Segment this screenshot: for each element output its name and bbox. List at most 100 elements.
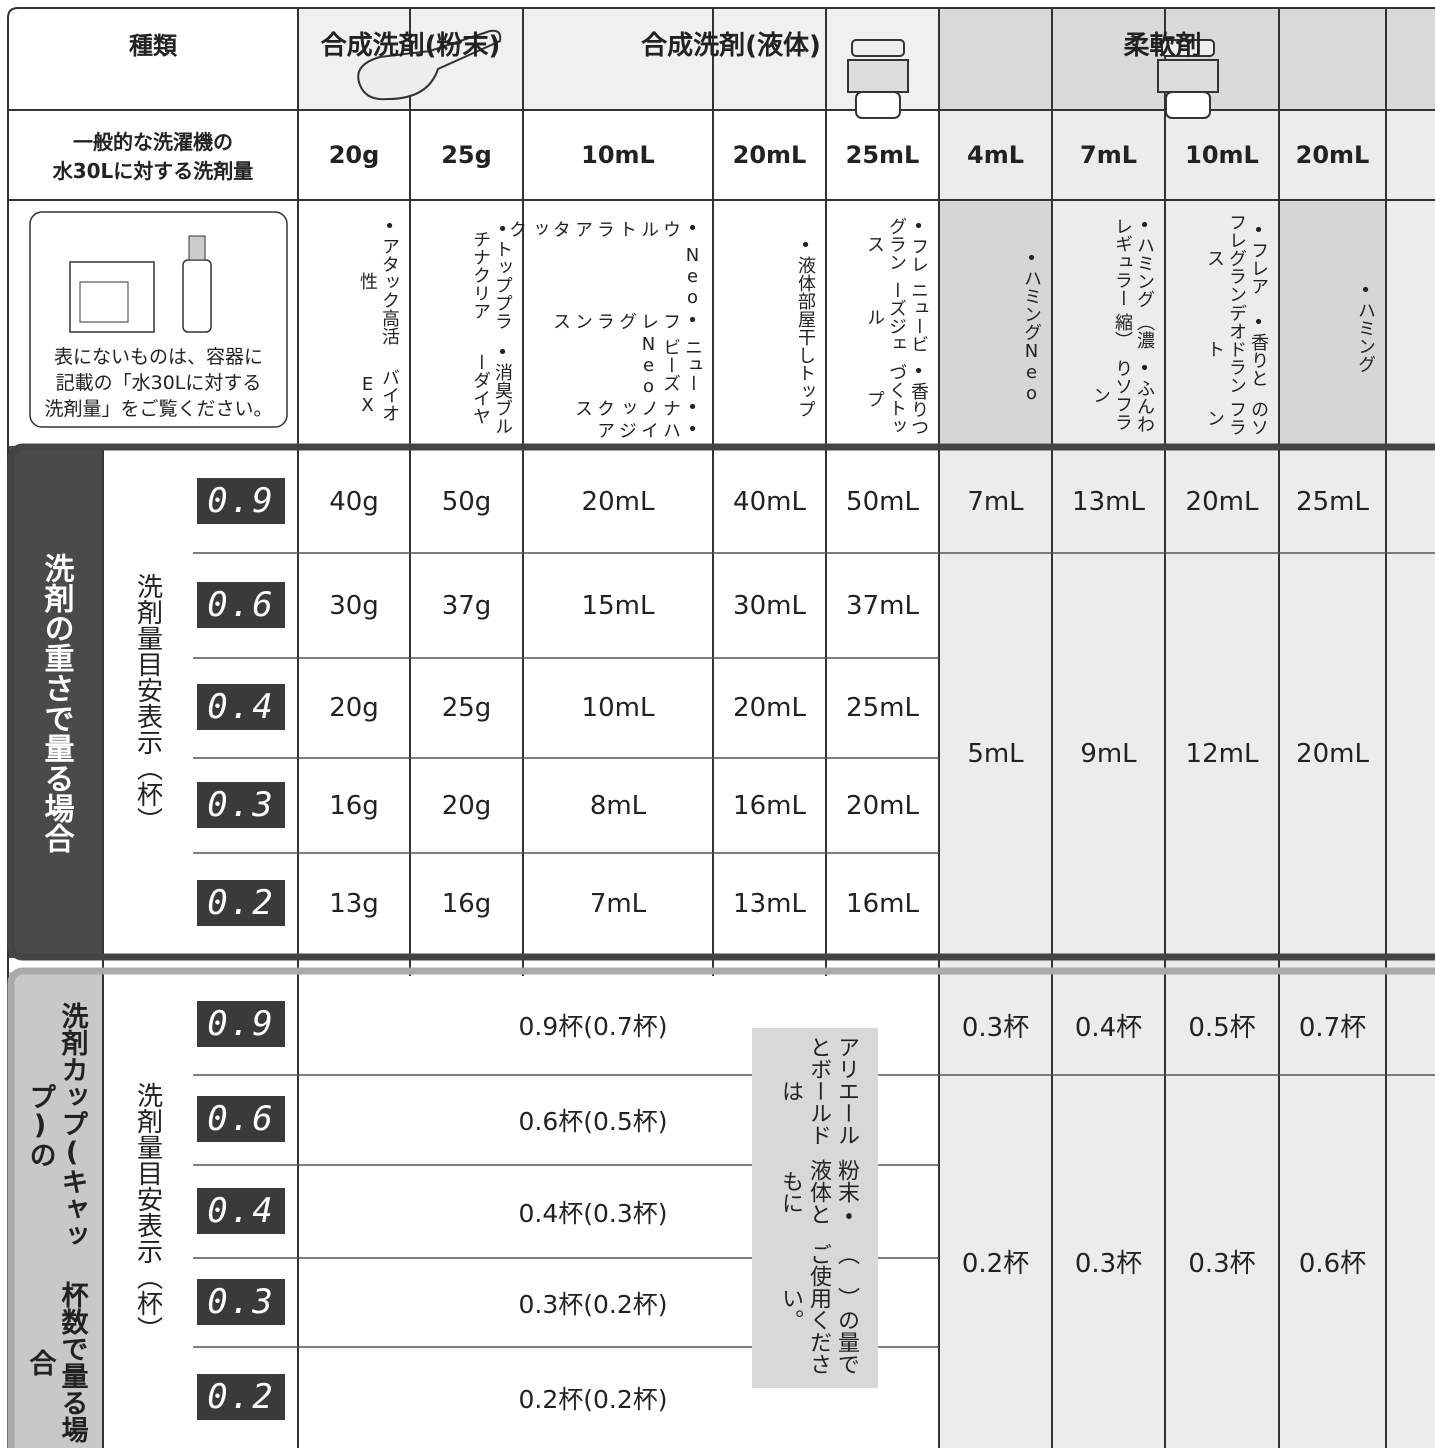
amount: 50g [441, 486, 492, 517]
amount: 16mL [846, 889, 919, 919]
amount: 20mL [732, 141, 807, 169]
amount: 16mL [733, 790, 806, 821]
display-icon: 0.4 [197, 684, 285, 730]
cup-icon [1165, 91, 1211, 119]
cup-icon [851, 39, 905, 57]
product-names: •ハミング [1279, 212, 1386, 440]
cup-label-bg [8, 972, 103, 1448]
text-line: ニュービーズNeo [638, 333, 703, 397]
amount: 40g [329, 486, 379, 517]
amount: 10mL [581, 693, 655, 723]
bottle-cap [188, 235, 206, 261]
display-icon: 0.2 [197, 880, 285, 926]
amount: 20g [328, 141, 380, 169]
product-names: •トッププラチナクリア •消臭ブルーダイヤ [410, 212, 523, 440]
amount: 10mL [1185, 141, 1259, 169]
display-icon: 0.9 [197, 1001, 285, 1047]
amount: 30g [329, 590, 379, 621]
amount: 10mL [581, 141, 655, 169]
standard-label: 一般的な洗濯機の 水30Lに対する洗剤量 [8, 110, 298, 200]
amount: 25mL [845, 141, 920, 169]
text-line: Neo [682, 245, 703, 308]
text-line: •フレグランス [550, 310, 703, 332]
text-line: 粉末・液体ともに [778, 1158, 859, 1225]
cup-amount: 0.3杯(0.2杯) [518, 1289, 668, 1319]
display-icon: 0.4 [197, 1187, 285, 1234]
amount: 0.6杯 [1298, 1249, 1367, 1279]
amount: 37mL [846, 590, 919, 621]
amount: 0.4杯 [1074, 1012, 1143, 1043]
display-icon: 0.9 [197, 477, 285, 524]
text-line: •ハミングレギュラー [1112, 215, 1155, 309]
amount: 30mL [733, 590, 806, 621]
text-line: バイオEX [357, 367, 400, 422]
section-sublabel: 洗剤量目安表示（杯） [132, 572, 163, 833]
amount: 20mL [1185, 486, 1259, 517]
text-line: 表にないものは、容器に [53, 346, 263, 368]
product-names: •フレアフレグランス •香りとデオドラント のソフラン [1165, 212, 1279, 440]
text-line: 記載の「水30Lに対する [55, 372, 262, 394]
text-line: 水30Lに対する洗剤量 [52, 159, 254, 183]
text-line: •ハミング [1355, 279, 1376, 373]
cup-amount: 0.4杯(0.3杯) [518, 1198, 668, 1228]
cup-icon [1161, 39, 1215, 57]
amount: 15mL [581, 590, 655, 621]
text-line: •香りつづくトップ [864, 361, 929, 437]
text-line: 一般的な洗濯機の [73, 130, 233, 154]
text-line: •トッププラチナクリア [470, 219, 513, 331]
amount: 25g [441, 693, 492, 723]
amount: 4mL [967, 141, 1024, 169]
cup-icon [1157, 59, 1219, 93]
amount: 9mL [1080, 739, 1137, 769]
text-line: アリエールとボールドは [778, 1035, 859, 1146]
text-line: •フレグランス [864, 215, 929, 273]
box-label [79, 281, 129, 323]
text-line: ニュービーズジェル [864, 281, 929, 353]
section-title: 洗剤の重さで量る場合 [38, 552, 74, 853]
softener-products-bg [939, 200, 1052, 443]
weight-border [7, 443, 1435, 961]
weight-label-bg [8, 446, 103, 958]
note-bg [752, 1028, 878, 1388]
text-line: のソフラン [1204, 399, 1269, 436]
text-line: •ハミングNeo [1021, 248, 1042, 404]
product-names: •ハミングNeo [939, 212, 1052, 440]
amount: 20g [329, 693, 379, 723]
text-line: •ナノックス [572, 397, 703, 419]
amount: 7mL [1080, 141, 1137, 169]
cup-border [7, 967, 1435, 1448]
group-label: 柔軟剤 [1123, 30, 1202, 61]
group-label: 合成洗剤(液体) [641, 30, 821, 61]
product-names: •フレグランスニュービーズジェル •香りつづくトップ [826, 212, 939, 440]
text-line: •ふんわりソフラン [1090, 357, 1155, 433]
product-names: •ハミングレギュラー （濃縮） •ふんわりソフラン [1052, 212, 1165, 440]
amount: 12mL [1185, 739, 1259, 769]
amount: 0.3杯 [1188, 1249, 1256, 1279]
text-line: •フレアフレグランス [1204, 212, 1269, 303]
amount: 8mL [589, 790, 647, 821]
text-line: •ハイジア [594, 419, 703, 440]
text-line: •液体部屋干しトップ [795, 234, 816, 418]
product-names: •液体部屋干しトップ [713, 212, 826, 440]
product-names: •ウルトラアタック Neo •フレグランス ニュービーズNeo •ナノックス •ハイジア [506, 212, 713, 440]
scoop-icon [357, 29, 502, 101]
amount: 13mL [1072, 486, 1145, 517]
product-names: •アタック高活性 バイオEX [298, 212, 410, 440]
type-label: 種類 [129, 31, 177, 60]
group-label: 合成洗剤(粉末) [320, 30, 501, 61]
amount: 13mL [733, 889, 806, 919]
display-icon: 0.3 [197, 1278, 285, 1325]
amount: 20mL [1296, 739, 1369, 769]
amount: 0.5杯 [1188, 1012, 1256, 1043]
amount: 0.2杯 [961, 1249, 1030, 1279]
amount: 20mL [733, 693, 806, 723]
amount: 20g [441, 790, 492, 821]
display-icon: 0.2 [197, 1373, 285, 1420]
amount: 0.7杯 [1298, 1012, 1367, 1043]
amount: 37g [441, 590, 492, 621]
cup-amount: 0.2杯(0.2杯) [518, 1384, 668, 1414]
bottle-icon [182, 259, 212, 333]
display-icon: 0.6 [197, 1096, 285, 1142]
text-line: 洗剤量」をご覧ください。 [44, 398, 273, 420]
